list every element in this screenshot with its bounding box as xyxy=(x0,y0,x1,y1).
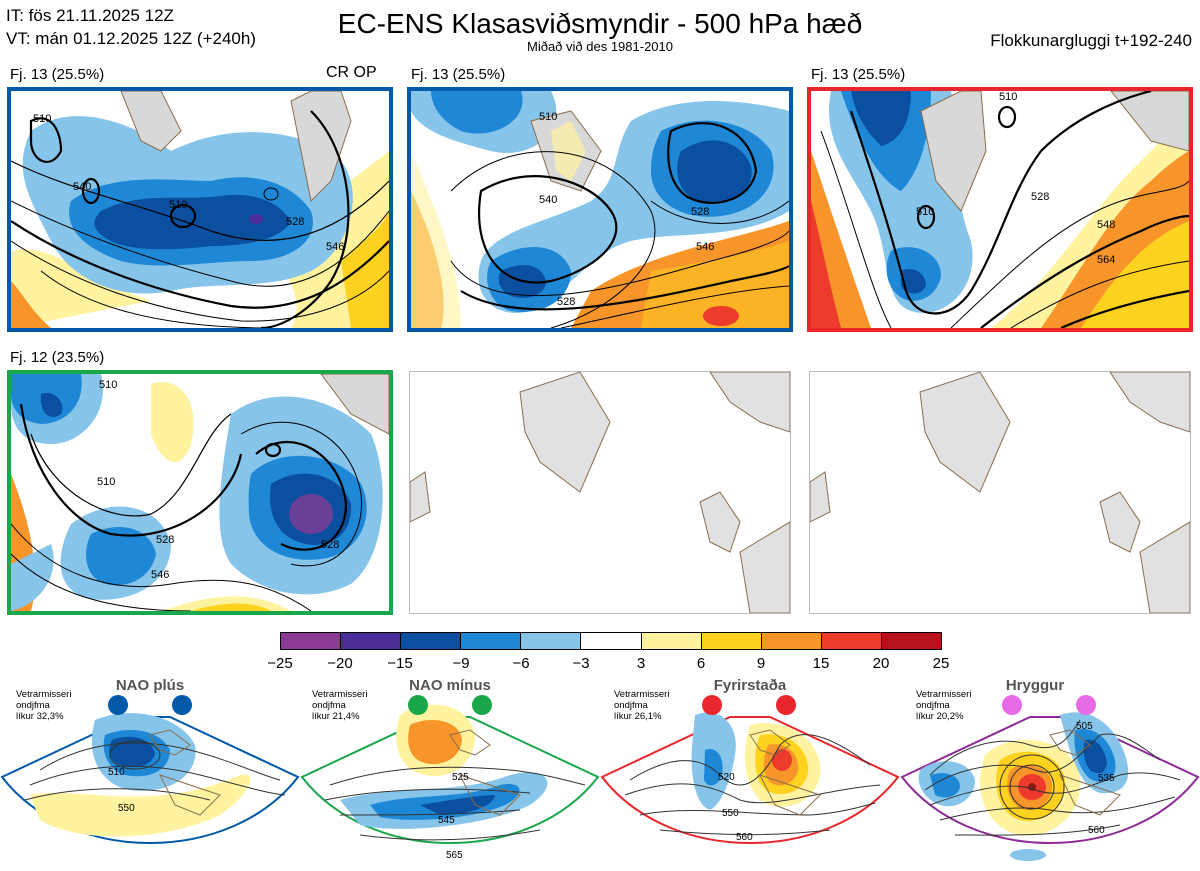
colorbar-tick: −15 xyxy=(387,655,413,672)
contour-label: 510 xyxy=(916,206,935,218)
contour-label: 528 xyxy=(156,534,175,546)
contour-label: 528 xyxy=(321,539,340,551)
colorbar-tick: 9 xyxy=(756,655,766,672)
colorbar-tick: −9 xyxy=(452,655,470,672)
colorbar-swatch xyxy=(881,633,942,649)
cluster-map-4[interactable]: 510 510 528 546 528 xyxy=(7,370,393,615)
regime-nao-minus[interactable]: NAO mínus Vetrarmisseri ondjfma líkur 21… xyxy=(300,675,600,871)
colorbar-swatch xyxy=(461,633,522,649)
panel-1-badge: CR OP xyxy=(326,64,377,81)
contour-label: 510 xyxy=(33,113,52,125)
panel-2-label: Fj. 13 (25.5%) xyxy=(411,66,506,83)
contour-label: 545 xyxy=(438,815,455,826)
contour-label: 560 xyxy=(1088,825,1105,836)
empty-map-5 xyxy=(409,371,791,614)
colorbar-swatch xyxy=(581,633,642,649)
contour-label: 546 xyxy=(326,241,345,253)
panel-4-label: Fj. 12 (23.5%) xyxy=(10,349,105,366)
contour-label: 510 xyxy=(539,111,558,123)
contour-label: 510 xyxy=(108,767,125,778)
contour-label: 510 xyxy=(999,91,1018,103)
contour-label: 565 xyxy=(446,850,463,861)
colorbar-tick: 3 xyxy=(636,655,646,672)
contour-label: 535 xyxy=(1098,773,1115,784)
colorbar-swatch xyxy=(641,633,702,649)
colorbar-swatch xyxy=(401,633,462,649)
regime-title: Fyrirstaða xyxy=(713,677,787,694)
cluster-map-3[interactable]: 510 510 528 548 564 xyxy=(807,87,1193,332)
regime-ridge[interactable]: Hryggur Vetrarmisseri ondjfma líkur 20,2… xyxy=(900,675,1200,871)
classification-window: Flokkunargluggi t+192-240 xyxy=(990,31,1192,50)
page-title: EC-ENS Klasasviðsmyndir - 500 hPa hæð xyxy=(337,8,863,39)
colorbar-tick: 6 xyxy=(696,655,706,672)
contour-label: 525 xyxy=(452,772,469,783)
contour-label: 546 xyxy=(696,241,715,253)
colorbar-tick: −25 xyxy=(267,655,293,672)
contour-label: 528 xyxy=(1031,191,1050,203)
contour-label: 564 xyxy=(1097,254,1116,266)
colorbar-swatch xyxy=(521,633,582,649)
contour-label: 510 xyxy=(169,199,188,211)
contour-label: 550 xyxy=(118,803,135,814)
contour-label: 540 xyxy=(73,181,92,193)
contour-label: 560 xyxy=(736,832,753,843)
regime-note: Vetrarmisseri ondjfma líkur 20,2% xyxy=(916,689,972,722)
contour-label: 528 xyxy=(557,296,576,308)
colorbar-tick: 15 xyxy=(812,655,830,672)
colorbar-tick: −3 xyxy=(572,655,590,672)
colorbar-tick: −6 xyxy=(512,655,530,672)
regime-blocking[interactable]: Fyrirstaða Vetrarmisseri ondjfma líkur 2… xyxy=(600,675,900,871)
contour-label: 528 xyxy=(286,216,305,228)
panel-1-label: Fj. 13 (25.5%) xyxy=(10,66,105,83)
empty-map-6 xyxy=(809,371,1191,614)
contour-label: 510 xyxy=(97,476,116,488)
colorbar-swatch xyxy=(761,633,822,649)
colorbar xyxy=(280,632,942,650)
contour-label: 546 xyxy=(151,569,170,581)
contour-label: 520 xyxy=(718,772,735,783)
page-subtitle: Miðað við des 1981-2010 xyxy=(527,39,673,54)
colorbar-swatch xyxy=(701,633,762,649)
regime-note: Vetrarmisseri ondjfma líkur 32,3% xyxy=(16,689,72,722)
colorbar-tick: 25 xyxy=(932,655,950,672)
colorbar-swatch xyxy=(281,633,342,649)
contour-label: 548 xyxy=(1097,219,1116,231)
contour-label: 540 xyxy=(539,194,558,206)
cluster-map-2[interactable]: 510 540 528 546 528 xyxy=(407,87,793,332)
header-times: IT: fös 21.11.2025 12Z VT: mán 01.12.202… xyxy=(6,4,256,50)
valid-time: VT: mán 01.12.2025 12Z (+240h) xyxy=(6,29,256,48)
panel-3-label: Fj. 13 (25.5%) xyxy=(811,66,906,83)
colorbar-swatch xyxy=(821,633,882,649)
regime-nao-plus[interactable]: NAO plús Vetrarmisseri ondjfma líkur 32,… xyxy=(0,675,300,871)
regime-title: NAO plús xyxy=(115,677,185,694)
cluster-map-1[interactable]: 510 510 540 528 546 xyxy=(7,87,393,332)
contour-label: 550 xyxy=(722,808,739,819)
colorbar-tick: 20 xyxy=(872,655,890,672)
init-time: IT: fös 21.11.2025 12Z xyxy=(6,6,174,25)
contour-label: 510 xyxy=(99,379,118,391)
regime-title: Hryggur xyxy=(1005,677,1065,694)
contour-label: 528 xyxy=(691,206,710,218)
regime-title: NAO mínus xyxy=(409,677,491,694)
colorbar-swatch xyxy=(341,633,402,649)
regime-note: Vetrarmisseri ondjfma líkur 26,1% xyxy=(614,689,670,722)
regime-note: Vetrarmisseri ondjfma líkur 21,4% xyxy=(312,689,368,722)
colorbar-tick: −20 xyxy=(327,655,353,672)
contour-label: 505 xyxy=(1076,721,1093,732)
